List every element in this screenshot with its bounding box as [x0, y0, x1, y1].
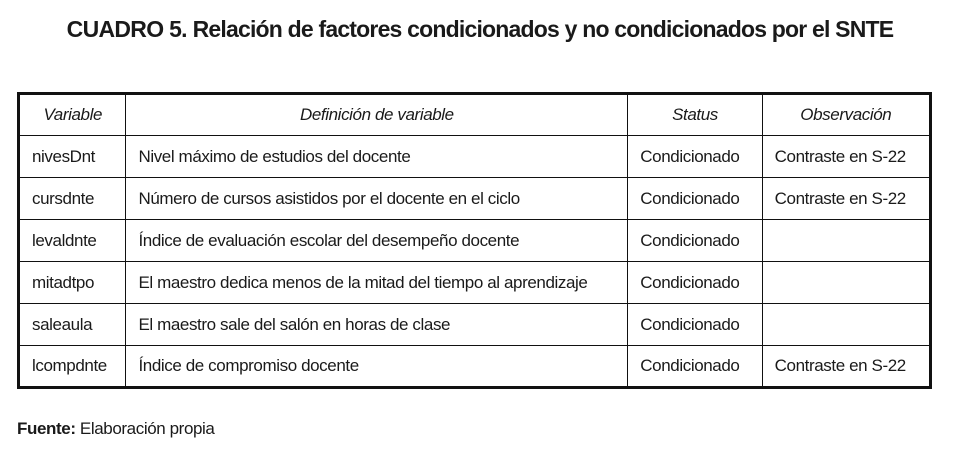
cell-status: Condicionado: [627, 303, 763, 346]
cell-status: Condicionado: [627, 135, 763, 178]
cell-definition: Índice de compromiso docente: [125, 345, 629, 388]
column-header: Status: [627, 93, 763, 136]
header-row: Variable Definición de variable Status Obse…: [17, 93, 932, 136]
cell-variable: lcompdnte: [17, 345, 127, 388]
cell-definition: El maestro sale del salón en horas de cl…: [125, 303, 629, 346]
title-label: CUADRO 5.: [66, 16, 188, 42]
source: Fuente: Elaboración propia: [17, 419, 215, 439]
table-row: cursdnte Número de cursos asistidos por e…: [17, 177, 932, 220]
cell-observation: Contraste en S-22: [761, 345, 932, 388]
cell-definition: Nivel máximo de estudios del docente: [125, 135, 629, 178]
cell-observation: [761, 303, 932, 346]
table: Variable Definición de variable Status Obse…: [17, 92, 932, 389]
cell-definition: Índice de evaluación escolar del desempe…: [125, 219, 629, 262]
cell-variable: saleaula: [17, 303, 127, 346]
table-row: lcompdnte Índice de compromiso docente Con…: [17, 345, 932, 388]
table-row: nivesDnt Nivel máximo de estudios del doc…: [17, 135, 932, 178]
title: CUADRO 5. Relación de factores condicion…: [0, 16, 960, 43]
cell-observation: Contraste en S-22: [761, 177, 932, 220]
title-text: Relación de factores condicionados y no …: [192, 16, 895, 42]
cell-status: Condicionado: [627, 345, 763, 388]
cell-definition: El maestro dedica menos de la mitad del …: [125, 261, 629, 304]
table-row: mitadtpo El maestro dedica menos de la mi…: [17, 261, 932, 304]
cell-variable: nivesDnt: [17, 135, 127, 178]
cell-variable: levaldnte: [17, 219, 127, 262]
cell-status: Condicionado: [627, 219, 763, 262]
cell-observation: Contraste en S-22: [761, 135, 932, 178]
source-label: Fuente:: [17, 419, 76, 438]
cell-definition: Número de cursos asistidos por el docent…: [125, 177, 629, 220]
cell-variable: cursdnte: [17, 177, 127, 220]
column-header: Observación: [761, 93, 932, 136]
cell-observation: [761, 219, 932, 262]
table-row: levaldnte Índice de evaluación escolar de…: [17, 219, 932, 262]
cell-observation: [761, 261, 932, 304]
table-row: saleaula El maestro sale del salón en hor…: [17, 303, 932, 346]
cell-status: Condicionado: [627, 177, 763, 220]
column-header: Definición de variable: [125, 93, 629, 136]
column-header: Variable: [17, 93, 127, 136]
table-body: nivesDnt Nivel máximo de estudios del doc…: [17, 135, 932, 388]
cell-variable: mitadtpo: [17, 261, 127, 304]
cell-status: Condicionado: [627, 261, 763, 304]
source-text: Elaboración propia: [79, 419, 215, 438]
